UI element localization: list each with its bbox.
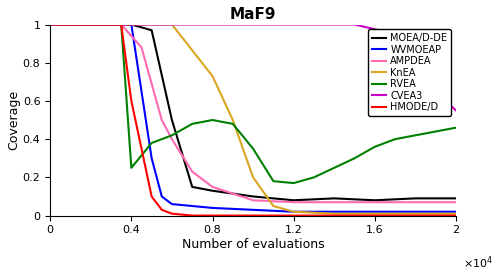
MOEA/D-DE — [169, 118, 175, 122]
WVMOEAP — [47, 23, 53, 26]
HMODE/D — [159, 208, 165, 212]
RVEA — [331, 166, 337, 170]
KnEA — [250, 176, 256, 179]
HMODE/D — [47, 23, 53, 26]
MOEA/D-DE — [210, 189, 216, 192]
WVMOEAP — [453, 210, 459, 214]
HMODE/D — [128, 99, 134, 103]
Line: AMPDEA: AMPDEA — [50, 24, 456, 202]
RVEA — [148, 141, 154, 145]
KnEA — [47, 23, 53, 26]
AMPDEA — [210, 185, 216, 188]
KnEA — [169, 23, 175, 26]
HMODE/D — [210, 214, 216, 217]
CVEA3 — [412, 61, 418, 64]
CVEA3 — [47, 23, 53, 26]
RVEA — [432, 130, 438, 133]
Line: MOEA/D-DE: MOEA/D-DE — [50, 24, 456, 200]
HMODE/D — [189, 214, 195, 217]
WVMOEAP — [189, 204, 195, 208]
KnEA — [210, 75, 216, 78]
KnEA — [290, 210, 296, 214]
WVMOEAP — [372, 210, 378, 214]
CVEA3 — [250, 23, 256, 26]
Line: CVEA3: CVEA3 — [50, 24, 456, 110]
Text: $\times10^4$: $\times10^4$ — [463, 254, 493, 271]
MOEA/D-DE — [290, 198, 296, 202]
HMODE/D — [148, 195, 154, 198]
KnEA — [270, 204, 276, 208]
WVMOEAP — [169, 202, 175, 206]
AMPDEA — [290, 200, 296, 204]
WVMOEAP — [290, 210, 296, 214]
RVEA — [453, 126, 459, 129]
MOEA/D-DE — [128, 23, 134, 26]
RVEA — [230, 122, 236, 126]
CVEA3 — [453, 109, 459, 112]
RVEA — [290, 182, 296, 185]
KnEA — [372, 212, 378, 215]
MOEA/D-DE — [148, 29, 154, 32]
WVMOEAP — [412, 210, 418, 214]
RVEA — [189, 122, 195, 126]
WVMOEAP — [250, 208, 256, 212]
KnEA — [453, 212, 459, 215]
RVEA — [210, 118, 216, 122]
MOEA/D-DE — [331, 197, 337, 200]
X-axis label: Number of evaluations: Number of evaluations — [182, 238, 324, 251]
AMPDEA — [169, 138, 175, 141]
CVEA3 — [392, 32, 398, 36]
HMODE/D — [118, 23, 124, 26]
AMPDEA — [189, 170, 195, 173]
WVMOEAP — [210, 206, 216, 210]
MOEA/D-DE — [47, 23, 53, 26]
WVMOEAP — [148, 157, 154, 160]
RVEA — [372, 145, 378, 148]
AMPDEA — [331, 200, 337, 204]
KnEA — [148, 23, 154, 26]
RVEA — [250, 147, 256, 150]
AMPDEA — [118, 23, 124, 26]
AMPDEA — [47, 23, 53, 26]
KnEA — [230, 118, 236, 122]
MOEA/D-DE — [250, 195, 256, 198]
Line: WVMOEAP: WVMOEAP — [50, 24, 456, 212]
Title: MaF9: MaF9 — [230, 7, 276, 22]
AMPDEA — [412, 200, 418, 204]
Line: HMODE/D: HMODE/D — [50, 24, 456, 215]
RVEA — [270, 180, 276, 183]
AMPDEA — [159, 118, 165, 122]
RVEA — [169, 134, 175, 137]
Legend: MOEA/D-DE, WVMOEAP, AMPDEA, KnEA, RVEA, CVEA3, HMODE/D: MOEA/D-DE, WVMOEAP, AMPDEA, KnEA, RVEA, … — [368, 29, 451, 116]
Line: KnEA: KnEA — [50, 24, 456, 214]
RVEA — [118, 23, 124, 26]
WVMOEAP — [159, 195, 165, 198]
AMPDEA — [453, 200, 459, 204]
Line: RVEA: RVEA — [50, 24, 456, 183]
RVEA — [352, 157, 358, 160]
RVEA — [311, 176, 317, 179]
RVEA — [412, 134, 418, 137]
MOEA/D-DE — [189, 185, 195, 188]
MOEA/D-DE — [412, 197, 418, 200]
CVEA3 — [352, 23, 358, 26]
AMPDEA — [250, 198, 256, 202]
CVEA3 — [118, 23, 124, 26]
Y-axis label: Coverage: Coverage — [7, 90, 20, 150]
WVMOEAP — [331, 210, 337, 214]
RVEA — [128, 166, 134, 170]
KnEA — [412, 212, 418, 215]
KnEA — [331, 212, 337, 215]
AMPDEA — [372, 200, 378, 204]
WVMOEAP — [128, 23, 134, 26]
MOEA/D-DE — [453, 197, 459, 200]
AMPDEA — [138, 46, 144, 49]
HMODE/D — [453, 214, 459, 217]
MOEA/D-DE — [372, 198, 378, 202]
CVEA3 — [432, 90, 438, 93]
RVEA — [47, 23, 53, 26]
KnEA — [128, 23, 134, 26]
HMODE/D — [169, 212, 175, 215]
RVEA — [392, 138, 398, 141]
